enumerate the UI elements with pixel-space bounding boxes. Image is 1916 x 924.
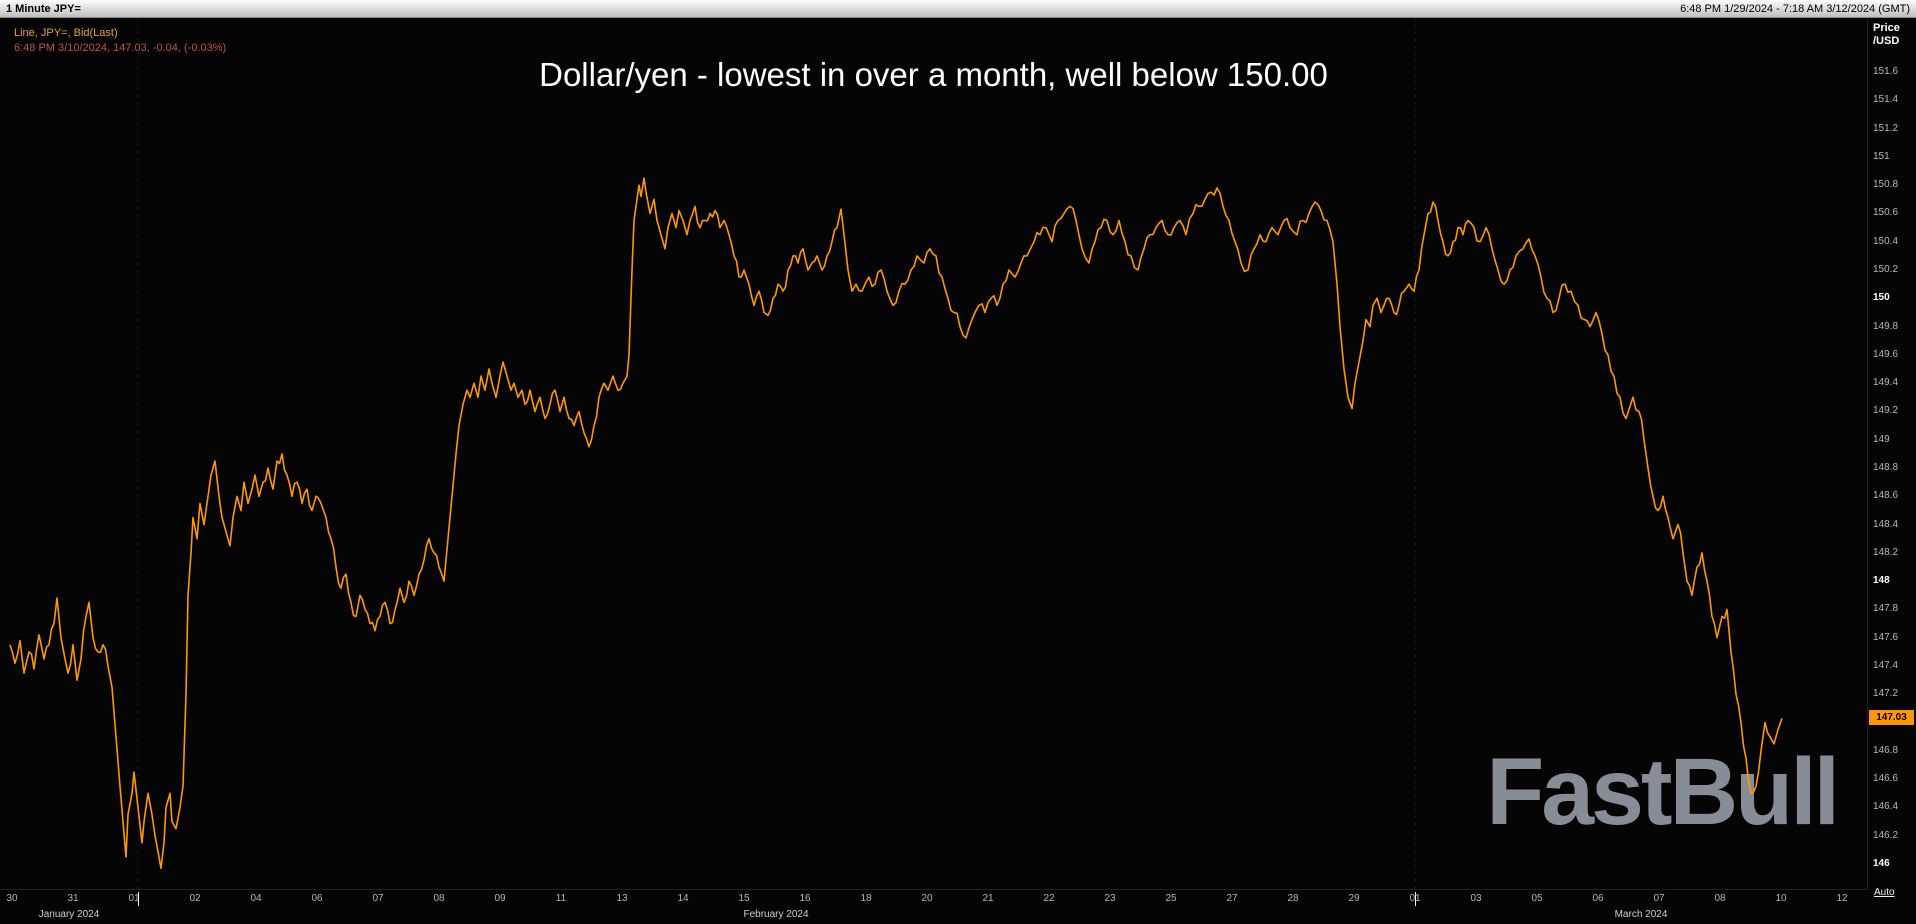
- x-tick-label: 23: [1104, 893, 1116, 904]
- price-tick-label: 151: [1873, 150, 1890, 162]
- x-tick-label: 05: [1531, 893, 1543, 904]
- price-tick-label: 146.6: [1873, 773, 1899, 785]
- x-tick-label: 16: [799, 893, 811, 904]
- price-tick-label: 148.2: [1873, 546, 1899, 558]
- x-tick-label: 08: [433, 893, 445, 904]
- price-tick-label: 150.2: [1873, 264, 1899, 276]
- price-tick-label: 149.6: [1873, 348, 1899, 360]
- price-tick-label: 148.8: [1873, 462, 1899, 474]
- x-tick-label: 10: [1775, 893, 1787, 904]
- month-separator: [138, 892, 139, 906]
- x-tick-label: 25: [1165, 893, 1177, 904]
- price-tick-label: 149.2: [1873, 405, 1899, 417]
- x-tick-label: 09: [494, 893, 506, 904]
- price-tick-label: 147.6: [1873, 631, 1899, 643]
- price-axis-header: Price /USD: [1873, 22, 1900, 48]
- x-tick-label: 15: [738, 893, 750, 904]
- price-tick-label: 146.2: [1873, 829, 1899, 841]
- last-price-badge: 147.03: [1868, 709, 1915, 727]
- chart-title: Dollar/yen - lowest in over a month, wel…: [539, 56, 1328, 93]
- price-tick-label: 149: [1873, 433, 1890, 445]
- x-tick-label: 02: [189, 893, 201, 904]
- x-tick-label: 27: [1226, 893, 1238, 904]
- price-tick-label: 150.6: [1873, 207, 1899, 219]
- price-tick-label: 150: [1873, 292, 1890, 304]
- price-tick-label: 147.2: [1873, 688, 1899, 700]
- x-tick-label: 12: [1836, 893, 1848, 904]
- fastbull-watermark: FastBull: [1486, 739, 1840, 845]
- price-axis-header-line1: Price: [1873, 22, 1900, 34]
- chart-surface[interactable]: [0, 18, 1868, 890]
- x-tick-label: 20: [921, 893, 933, 904]
- month-label: January 2024: [38, 909, 100, 920]
- x-tick-label: 06: [311, 893, 323, 904]
- x-tick-label: 28: [1287, 893, 1299, 904]
- x-tick-label: 30: [6, 893, 18, 904]
- chart-legend: Line, JPY=, Bid(Last) 6:48 PM 3/10/2024,…: [14, 26, 226, 56]
- chart-date-range: 6:48 PM 1/29/2024 - 7:18 AM 3/12/2024 (G…: [1680, 2, 1910, 15]
- month-separator: [1415, 892, 1416, 906]
- legend-series-label: Line, JPY=, Bid(Last): [14, 27, 118, 39]
- price-axis-header-line2: /USD: [1873, 35, 1900, 47]
- month-label: February 2024: [743, 909, 809, 920]
- x-tick-label: 31: [67, 893, 79, 904]
- price-tick-label: 148.6: [1873, 490, 1899, 502]
- month-label: March 2024: [1614, 909, 1668, 920]
- x-tick-label: 18: [860, 893, 872, 904]
- legend-last-value: 6:48 PM 3/10/2024, 147.03, -0.04, (-0.03…: [14, 42, 227, 54]
- x-tick-label: 08: [1714, 893, 1726, 904]
- price-tick-label: 151.4: [1873, 94, 1899, 106]
- price-tick-label: 146.8: [1873, 744, 1899, 756]
- x-tick-label: 14: [677, 893, 689, 904]
- price-tick-label: 148.4: [1873, 518, 1899, 530]
- price-tick-label: 150.8: [1873, 179, 1899, 191]
- price-tick-label: 148: [1873, 575, 1890, 587]
- price-tick-label: 147.8: [1873, 603, 1899, 615]
- x-tick-label: 07: [1653, 893, 1665, 904]
- price-tick-label: 149.4: [1873, 377, 1899, 389]
- x-tick-label: 07: [372, 893, 384, 904]
- x-tick-label: 29: [1348, 893, 1360, 904]
- chart-header-bar: 1 Minute JPY= 6:48 PM 1/29/2024 - 7:18 A…: [0, 0, 1916, 18]
- chart-symbol-label: 1 Minute JPY=: [6, 2, 81, 15]
- price-tick-label: 150.4: [1873, 235, 1899, 247]
- x-tick-label: 01: [128, 893, 140, 904]
- x-tick-label: 04: [250, 893, 262, 904]
- x-tick-label: 11: [555, 893, 567, 904]
- price-tick-label: 146.4: [1873, 801, 1899, 813]
- price-tick-label: 147.4: [1873, 660, 1899, 672]
- x-tick-label: 03: [1470, 893, 1482, 904]
- price-axis: Price /USD 147.03 Auto 151.6 151.4 151.2 15…: [1868, 18, 1916, 924]
- x-tick-label: 13: [616, 893, 628, 904]
- axis-auto-button[interactable]: Auto: [1874, 887, 1895, 898]
- x-tick-label: 22: [1043, 893, 1055, 904]
- price-tick-label: 151.6: [1873, 66, 1899, 78]
- price-line: [9, 177, 1783, 870]
- chart-plot-area[interactable]: FastBull Line, JPY=, Bid(Last) 6:48 PM 3…: [0, 18, 1868, 890]
- price-tick-label: 146: [1873, 858, 1890, 870]
- price-tick-label: 149.8: [1873, 320, 1899, 332]
- x-tick-label: 21: [982, 893, 994, 904]
- time-axis: 30 31 01 02 04 06 07 08 09 11 13 14 15 16 18 20 21 22 23 25…: [0, 889, 1868, 924]
- x-tick-label: 06: [1592, 893, 1604, 904]
- price-tick-label: 151.2: [1873, 122, 1899, 134]
